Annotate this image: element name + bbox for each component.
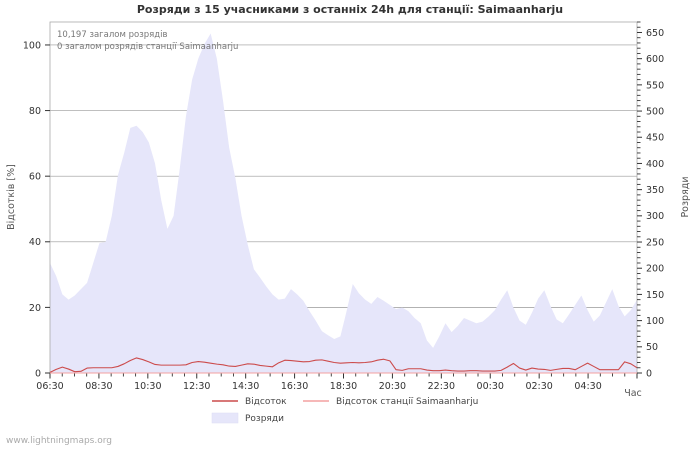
page-title: Розряди з 15 учасниками з останніх 24h д…: [136, 3, 564, 16]
legend-label-station-percent[interactable]: Відсоток станції Saimaanharju: [336, 397, 478, 407]
y2-tick-label: 300: [646, 211, 664, 222]
y2-tick-label: 400: [646, 159, 664, 170]
y-tick-label: 100: [23, 40, 41, 51]
y2-tick-label: 200: [646, 264, 664, 275]
x-axis-ticks: [49, 373, 638, 379]
legend-label-percent[interactable]: Відсоток: [245, 397, 287, 407]
series-area-strokes: [50, 33, 637, 373]
y-axis-right-title: Розряди: [680, 176, 691, 217]
y2-tick-label: 500: [646, 106, 664, 117]
series-lines: [49, 357, 638, 374]
x-tick-label: 00:30: [477, 381, 504, 392]
x-tick-label: 06:30: [36, 381, 63, 392]
legend: Відсоток Відсоток станції Saimaanharju Р…: [211, 397, 478, 424]
y-axis-left-title: Відсотків [%]: [6, 164, 17, 230]
y2-tick-label: 550: [646, 80, 664, 91]
annotation-total-strokes: 10,197 загалом розрядів: [57, 30, 167, 40]
y-tick-label: 20: [29, 303, 41, 314]
footer-site-label: www.lightningmaps.org: [6, 436, 112, 446]
y2-tick-label: 650: [646, 28, 664, 39]
y-tick-label: 40: [29, 237, 41, 248]
x-tick-label: 14:30: [232, 381, 259, 392]
y-tick-label: 60: [29, 172, 41, 183]
annotation-station-strokes: 0 загалом розрядів станції Saimaanharju: [57, 42, 238, 52]
x-tick-label: 10:30: [134, 381, 161, 392]
y-axis-right-ticks: [637, 21, 642, 374]
axis-tick-labels: 0 20 40 60 80 100 0 50 100 150 200 250 300 350 400 450 5…: [23, 28, 664, 392]
x-tick-label: 22:30: [428, 381, 455, 392]
legend-swatch-strokes: [211, 412, 239, 424]
x-tick-label: 08:30: [85, 381, 112, 392]
x-tick-label: 16:30: [281, 381, 308, 392]
x-tick-label: 12:30: [183, 381, 210, 392]
y2-tick-label: 50: [646, 342, 658, 353]
x-tick-label: 18:30: [330, 381, 357, 392]
x-tick-label: 04:30: [574, 381, 601, 392]
y2-tick-label: 350: [646, 185, 664, 196]
y2-tick-label: 600: [646, 54, 664, 65]
x-tick-label: 02:30: [525, 381, 552, 392]
y-axis-left-ticks: [45, 44, 50, 374]
line-1: [49, 357, 638, 373]
y2-tick-label: 0: [646, 368, 652, 379]
legend-label-strokes[interactable]: Розряди: [245, 414, 284, 424]
y2-tick-label: 250: [646, 237, 664, 248]
y2-tick-label: 100: [646, 316, 664, 327]
y2-tick-label: 150: [646, 290, 664, 301]
y2-tick-label: 450: [646, 133, 664, 144]
x-axis-title: Час: [624, 388, 642, 399]
area-0: [50, 33, 637, 373]
x-tick-label: 20:30: [379, 381, 406, 392]
y-tick-label: 0: [35, 368, 41, 379]
y-tick-label: 80: [29, 106, 41, 117]
